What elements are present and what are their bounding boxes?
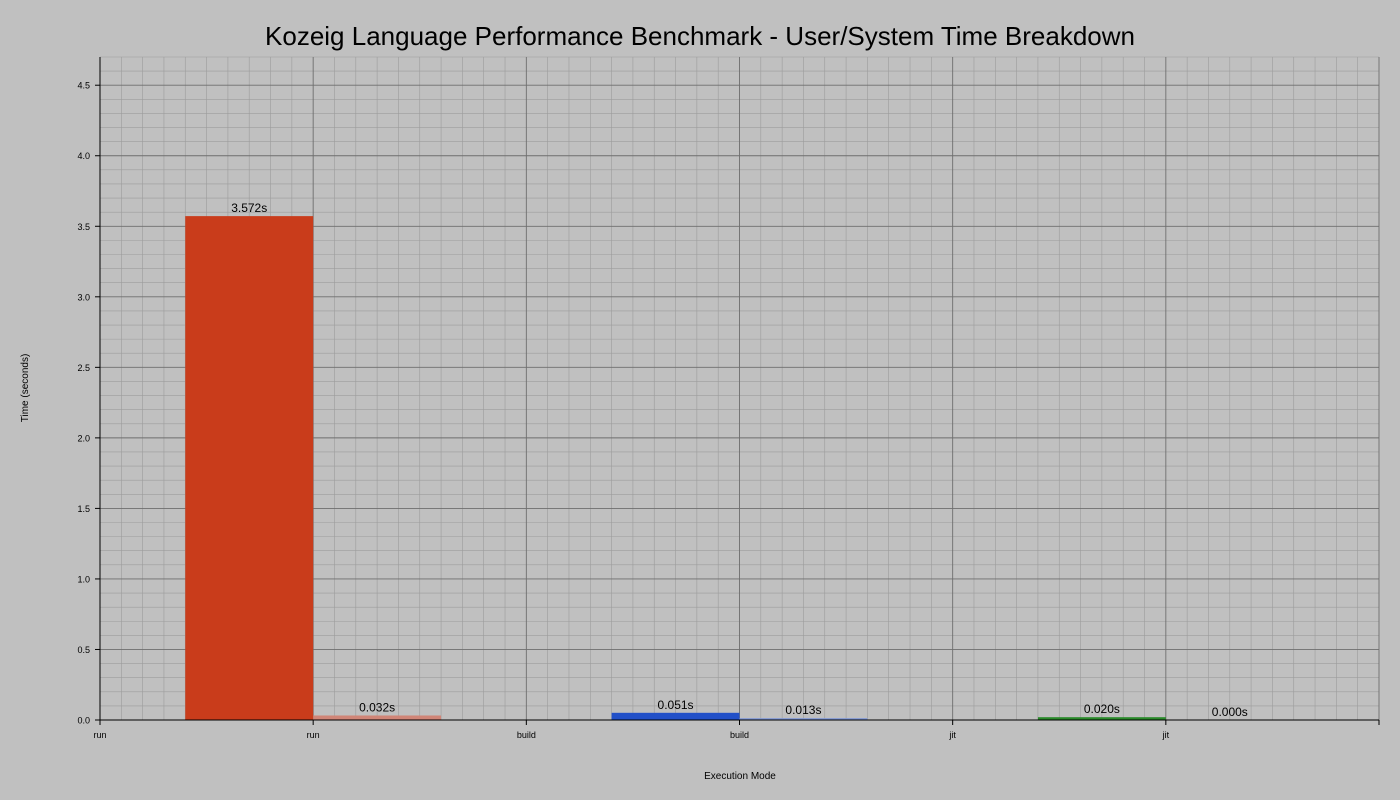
- axes: 0.0 0.5 1.0 1.5 2.0 2.5 3.0 3.5 4.0 4.5 run run buil…: [77, 57, 1380, 740]
- bar-build: [611, 712, 740, 720]
- bar-run: [313, 715, 442, 720]
- y-axis-label: Time (seconds): [20, 354, 31, 423]
- y-tick-label: 1.0: [77, 574, 90, 584]
- x-axis-label: Execution Mode: [704, 771, 776, 782]
- x-tick-label: build: [517, 730, 536, 740]
- chart-title: Kozeig Language Performance Benchmark - …: [265, 21, 1135, 51]
- bar-value-label: 0.000s: [1212, 705, 1248, 719]
- y-tick-label: 0.5: [77, 645, 90, 655]
- bars: 3.572s 0.032s 0.051s 0.013s 0.020s 0.000s: [185, 201, 1248, 720]
- bar-jit: [1037, 717, 1166, 720]
- bar-run: [185, 216, 314, 720]
- bar-value-label: 0.032s: [359, 700, 395, 714]
- bar-build: [739, 718, 868, 720]
- x-tick-label: jit: [1162, 730, 1170, 740]
- y-tick-label: 2.5: [77, 363, 90, 373]
- y-tick-label: 2.0: [77, 433, 90, 443]
- y-tick-label: 4.5: [77, 81, 90, 91]
- x-tick-label: run: [93, 730, 106, 740]
- x-tick-label: jit: [948, 730, 956, 740]
- x-tick-label: build: [730, 730, 749, 740]
- bar-value-label: 3.572s: [231, 201, 267, 215]
- x-tick-label: run: [307, 730, 320, 740]
- bar-value-label: 0.051s: [658, 698, 694, 712]
- y-tick-label: 1.5: [77, 504, 90, 514]
- y-tick-label: 3.0: [77, 292, 90, 302]
- bar-value-label: 0.020s: [1084, 702, 1120, 716]
- y-tick-label: 3.5: [77, 222, 90, 232]
- y-tick-label: 4.0: [77, 151, 90, 161]
- bar-value-label: 0.013s: [785, 703, 821, 717]
- y-tick-label: 0.0: [77, 716, 90, 726]
